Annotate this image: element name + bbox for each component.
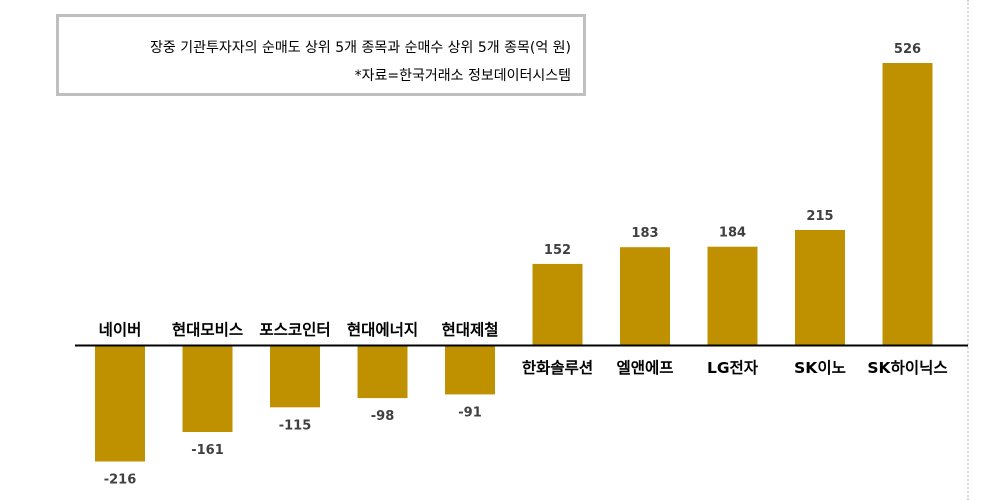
category-label-3: 현대에너지 — [347, 320, 418, 339]
value-label-2: -115 — [279, 418, 312, 433]
category-label-7: LG전자 — [707, 359, 759, 377]
value-label-8: 215 — [806, 209, 833, 224]
chart-title: 장중 기관투자자의 순매도 상위 5개 종목과 순매수 상위 5개 종목(억 원… — [150, 40, 571, 56]
bar-6 — [620, 247, 670, 346]
right-dotted-border — [967, 0, 969, 500]
bar-4 — [445, 345, 495, 395]
value-label-1: -161 — [191, 443, 224, 458]
value-label-7: 184 — [719, 226, 746, 241]
bar-5 — [532, 263, 583, 346]
note-box: 장중 기관투자자의 순매도 상위 5개 종목과 순매수 상위 5개 종목(억 원… — [56, 14, 586, 96]
category-label-9: SK하이닉스 — [867, 359, 947, 377]
bar-1 — [182, 345, 233, 432]
bar-8 — [795, 230, 845, 346]
value-label-3: -98 — [371, 409, 395, 424]
source-note: *자료=한국거래소 정보데이터시스템 — [354, 68, 571, 84]
value-label-9: 526 — [894, 42, 921, 57]
value-label-6: 183 — [631, 226, 658, 241]
category-label-4: 현대제철 — [441, 320, 498, 339]
category-label-2: 포스코인터 — [259, 321, 330, 339]
bar-3 — [357, 345, 408, 399]
value-label-5: 152 — [544, 243, 571, 258]
category-label-5: 한화솔루션 — [522, 358, 593, 377]
category-label-1: 현대모비스 — [172, 320, 243, 339]
bars-group — [95, 63, 933, 462]
bar-0 — [95, 345, 145, 462]
bar-2 — [270, 345, 320, 408]
value-label-0: -216 — [104, 473, 137, 488]
category-label-6: 엘앤에프 — [616, 359, 673, 377]
category-label-8: SK이노 — [794, 359, 846, 377]
category-label-0: 네이버 — [99, 321, 142, 339]
bar-7 — [707, 246, 758, 346]
value-label-4: -91 — [458, 405, 482, 420]
bar-9 — [882, 63, 933, 346]
labels-group: -216 네이버 -161 현대모비스 -115 포스코인터 -98 현대에너지 -91 현대제철… — [99, 42, 948, 488]
